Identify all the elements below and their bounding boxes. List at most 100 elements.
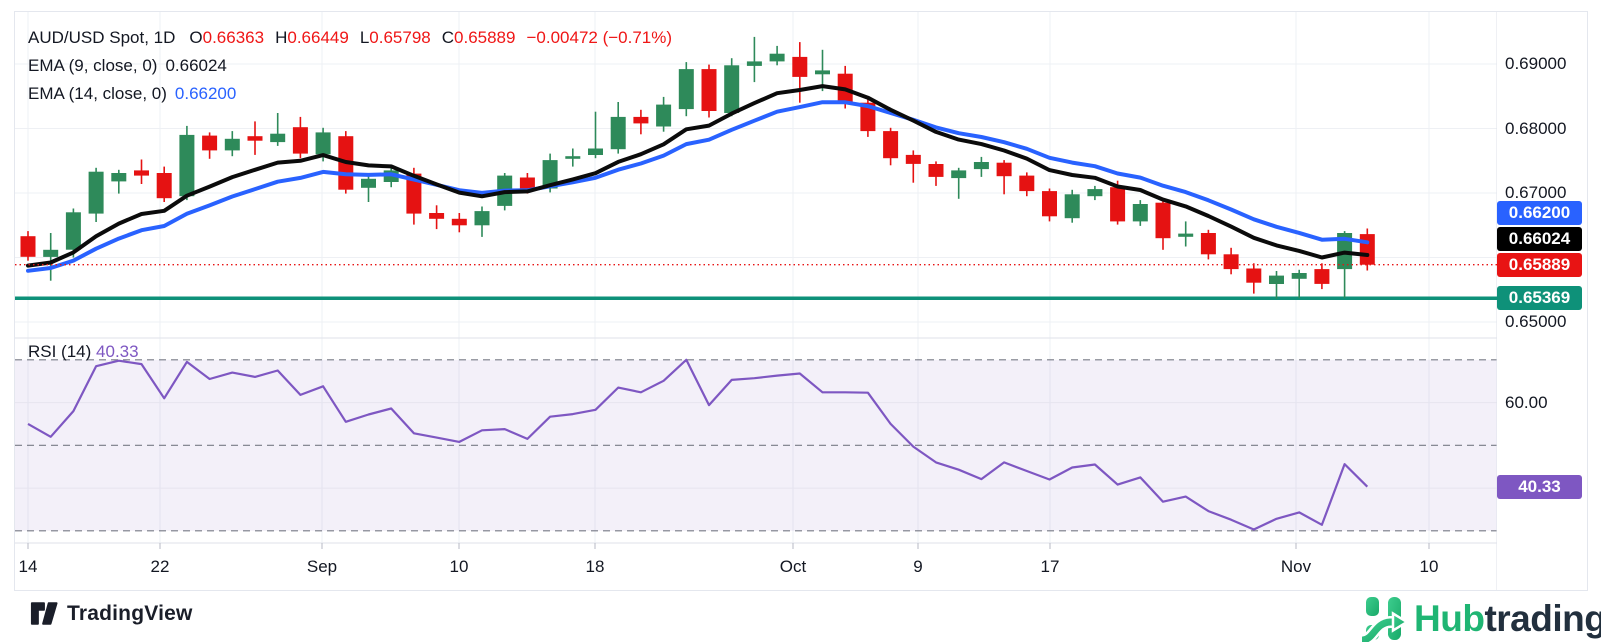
candle [769,45,785,66]
candle [134,159,149,184]
ema14-line[interactable] [26,100,1370,273]
chart-legend: AUD/USD Spot, 1D O0.66363 H0.66449 L0.65798… [28,24,672,108]
rsi-label: RSI (14) [28,342,92,361]
candle [973,156,989,177]
candle [65,208,81,258]
candle [1042,188,1057,222]
open-value: O0.66363 [189,28,265,47]
price-scale[interactable]: 0.69000 0.68000 0.67000 0.65000 60.00 0.66200… [1497,12,1587,590]
candle [1314,263,1330,290]
candle [1178,221,1194,247]
candle [1200,229,1216,260]
candle [1064,189,1080,223]
candle [429,205,445,230]
candle [701,64,717,118]
time-axis-label: 18 [585,557,605,576]
hubtrading-logo: Hubtrading [1362,596,1601,642]
time-axis-ticks [27,543,1430,549]
symbol-title: AUD/USD Spot, 1D [28,28,176,47]
price-axis-label: 0.69000 [1505,54,1567,73]
rsi-value-badge: 40.33 [1497,474,1582,499]
time-axis-label: 14 [18,557,38,576]
candle [565,148,581,167]
candle [179,125,195,201]
price-axis-label: 0.68000 [1505,118,1567,138]
candle [883,127,899,166]
candle [474,206,490,237]
time-axis-label: 22 [150,557,170,576]
candle [224,131,240,157]
time-axis-label: 10 [1419,557,1439,576]
last-price-badge: 0.65889 [1497,252,1582,277]
time-axis[interactable]: 14 22 Sep 10 18 Oct 9 17 Nov 10 [15,543,1497,590]
time-axis-label: 9 [913,557,923,576]
high-value: H0.66449 [275,28,349,47]
ema9-legend-row: EMA (9, close, 0) 0.66024 [28,52,672,80]
candle [1291,269,1307,299]
candle [111,169,127,194]
candle [996,160,1012,195]
candle [1087,185,1103,201]
price-axis-label: 0.67000 [1505,183,1567,202]
close-value: C0.65889 [441,28,516,47]
rsi-gridlines [15,402,1497,489]
candle [270,113,286,146]
candle [1155,200,1171,250]
candle [43,233,59,281]
ema9-label: EMA (9, close, 0) [28,56,158,75]
tradingview-attribution[interactable]: TradingView [30,601,193,626]
candle [1019,172,1035,197]
candle [247,121,263,155]
candle [633,109,649,135]
candle [1132,200,1148,226]
chart-widget: AUD/USD Spot, 1D O0.66363 H0.66449 L0.65798… [14,11,1588,591]
candle [1223,247,1239,275]
candle [202,132,218,159]
rsi-axis-label: 60.00 [1505,392,1548,412]
ema14-label: EMA (14, close, 0) [28,84,167,103]
candle [1269,271,1284,299]
ema9-line[interactable] [26,84,1370,268]
candle [88,167,104,222]
candle [746,36,762,83]
candle [1246,263,1262,294]
candle [610,102,626,154]
ema14-legend-row: EMA (14, close, 0) 0.66200 [28,80,672,108]
candle [361,174,376,202]
candle [156,166,172,202]
rsi-band [15,359,1497,531]
candle [792,42,808,103]
rsi-legend: RSI (14) 40.33 [28,342,139,362]
ema9-price-badge: 0.66024 [1497,226,1582,251]
support-price-badge: 0.65369 [1497,286,1582,311]
candle [905,150,921,183]
time-axis-label: Sep [306,557,338,576]
candle [928,161,944,186]
time-axis-label: 17 [1040,557,1060,576]
candle [451,213,467,233]
price-gridlines [15,63,1497,323]
candle [951,167,967,199]
candle [656,96,672,132]
candle [1359,228,1375,271]
time-axis-label: Nov [1280,557,1312,576]
candle [20,231,36,261]
time-axis-label: 10 [449,557,469,576]
candle [588,111,603,159]
tradingview-wordmark: TradingView [67,601,193,625]
ema9-value: 0.66024 [165,56,227,75]
low-value: L0.65798 [359,28,431,47]
symbol-row: AUD/USD Spot, 1D O0.66363 H0.66449 L0.65798… [28,24,672,52]
rsi-value: 40.33 [96,342,139,361]
ema14-price-badge: 0.66200 [1497,200,1582,225]
time-axis-label: Oct [779,557,807,576]
ema14-value: 0.66200 [174,84,237,103]
price-axis-label: 0.65000 [1505,312,1567,331]
candle [292,116,308,159]
candle [724,58,740,117]
hubtrading-icon [1362,597,1408,642]
hubtrading-wordmark: Hubtrading [1414,598,1601,639]
tradingview-logo-icon [30,602,58,625]
rsi-line[interactable] [27,358,1369,531]
